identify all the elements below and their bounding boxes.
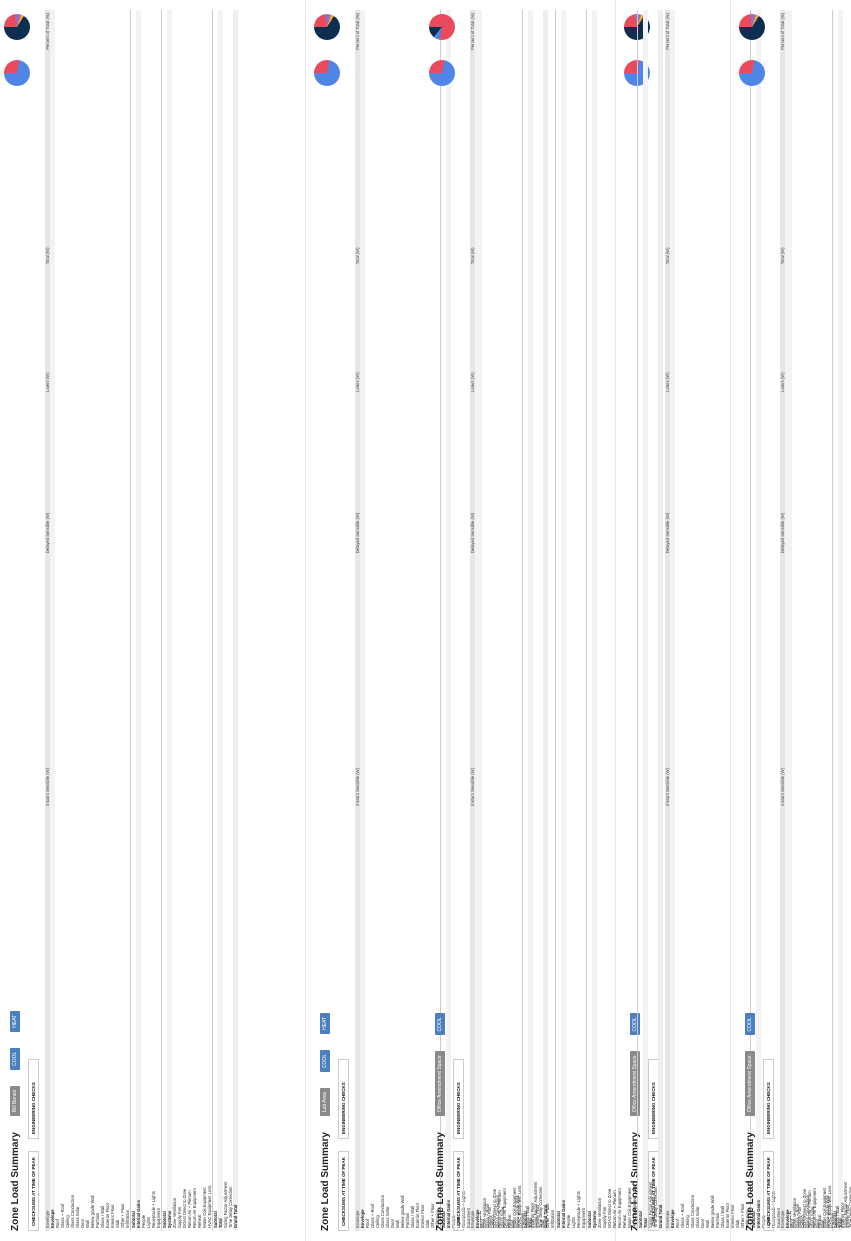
pie-chart	[429, 60, 455, 86]
row-label: Grand Total	[658, 1005, 663, 1231]
table-row: Grand Total	[658, 10, 663, 1231]
zone-load-section: Zone Load Summary Office Amendment Space C…	[425, 0, 731, 1241]
zone-tag[interactable]: HEAT	[320, 1012, 330, 1034]
zone-tag[interactable]: HEAT	[10, 1010, 20, 1032]
pie-chart	[739, 60, 765, 86]
cell	[233, 369, 238, 510]
engineering-box: ENGINEERING CHECKS	[338, 1059, 349, 1139]
pie-charts	[314, 14, 340, 86]
zone-load-section: Zone Load Summary Office Amendment Space C…	[735, 0, 851, 1241]
pie-chart	[4, 14, 30, 40]
info-boxes: CHECKSUMS AT TIME OF PEAK ENGINEERING CHE…	[338, 10, 349, 1231]
checksum-title: CHECKSUMS AT TIME OF PEAK	[456, 1156, 461, 1226]
table-row: Grand Total	[233, 10, 238, 1231]
cell	[658, 509, 663, 766]
zone-tag[interactable]: COOL	[320, 1049, 330, 1073]
checksum-box: CHECKSUMS AT TIME OF PEAK	[453, 1151, 464, 1231]
info-boxes: CHECKSUMS AT TIME OF PEAK ENGINEERING CHE…	[763, 10, 774, 1231]
zone-tag[interactable]: COOL	[435, 1013, 445, 1036]
engineering-box: ENGINEERING CHECKS	[28, 1059, 39, 1139]
load-table: Envelope Instant Sensible (W) Delayed Sens…	[470, 10, 663, 1231]
section-header: Zone Load Summary Office Amendment Space C…	[429, 10, 451, 1231]
page-title: Zone Load Summary	[744, 1132, 756, 1231]
checksum-box: CHECKSUMS AT TIME OF PEAK	[28, 1151, 39, 1231]
zone-load-section: Zone Load Summary Bill Bones COOL HEAT CHECK…	[0, 0, 306, 1241]
zone-tag[interactable]: Office Amendment Space	[745, 1051, 755, 1117]
load-table: Envelope Instant Sensible (W) Delayed Sens…	[780, 10, 851, 1231]
checksum-title: CHECKSUMS AT TIME OF PEAK	[341, 1156, 346, 1226]
pie-charts	[4, 14, 30, 86]
zone-tag[interactable]: Bill Bones	[10, 1085, 20, 1117]
zone-tag[interactable]: COOL	[745, 1013, 755, 1036]
engineering-box: ENGINEERING CHECKS	[763, 1059, 774, 1139]
cell	[658, 10, 663, 245]
cell	[233, 244, 238, 370]
zone-tag[interactable]: COOL	[10, 1047, 20, 1070]
checksum-box: CHECKSUMS AT TIME OF PEAK	[338, 1151, 349, 1231]
section-header: Zone Load Summary Office Amendment Space C…	[739, 10, 761, 1231]
page-title: Zone Load Summary	[434, 1132, 446, 1231]
report-column-right: Zone Load Summary Office Amendment Space C…	[425, 0, 851, 1241]
page-title: Zone Load Summary	[9, 1132, 21, 1231]
pie-charts	[429, 14, 455, 86]
pie-chart	[4, 60, 30, 86]
checksum-title: CHECKSUMS AT TIME OF PEAK	[766, 1156, 771, 1226]
engineering-title: ENGINEERING CHECKS	[766, 1082, 771, 1134]
zone-tag[interactable]: Office Amendment Space	[435, 1051, 445, 1117]
info-boxes: CHECKSUMS AT TIME OF PEAK ENGINEERING CHE…	[453, 10, 464, 1231]
engineering-title: ENGINEERING CHECKS	[456, 1082, 461, 1134]
pie-chart	[314, 60, 340, 86]
cell	[658, 244, 663, 370]
section-header: Zone Load Summary Bill Bones COOL HEAT	[4, 10, 26, 1231]
cell	[233, 10, 238, 245]
cell	[233, 765, 238, 1005]
row-label: Grand Total	[233, 1005, 238, 1231]
pie-chart	[739, 14, 765, 40]
cell	[233, 509, 238, 766]
engineering-box: ENGINEERING CHECKS	[453, 1059, 464, 1139]
info-boxes: CHECKSUMS AT TIME OF PEAK ENGINEERING CHE…	[28, 10, 39, 1231]
pie-chart	[314, 14, 340, 40]
zone-tag[interactable]: Lab Area	[320, 1088, 330, 1117]
cell	[658, 765, 663, 1005]
engineering-title: ENGINEERING CHECKS	[341, 1082, 346, 1134]
pie-charts	[739, 14, 765, 86]
cell	[658, 369, 663, 510]
section-header: Zone Load Summary Lab Area COOL HEAT	[314, 10, 336, 1231]
engineering-title: ENGINEERING CHECKS	[31, 1082, 36, 1134]
checksum-title: CHECKSUMS AT TIME OF PEAK	[31, 1156, 36, 1226]
page-title: Zone Load Summary	[319, 1132, 331, 1231]
checksum-box: CHECKSUMS AT TIME OF PEAK	[763, 1151, 774, 1231]
pie-chart	[429, 14, 455, 40]
load-table: Envelope Instant Sensible (W) Delayed Sens…	[45, 10, 238, 1231]
